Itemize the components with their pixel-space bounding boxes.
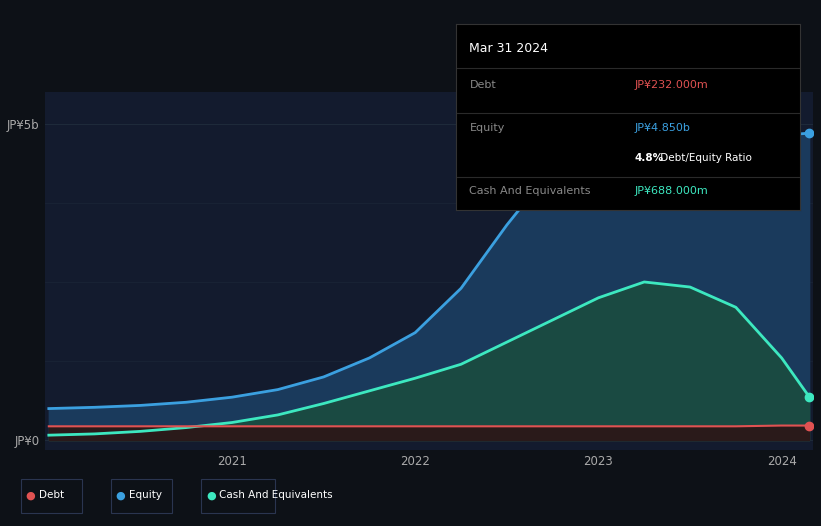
Text: Equity: Equity xyxy=(129,490,162,501)
Text: ●: ● xyxy=(206,490,216,501)
Text: 4.8%: 4.8% xyxy=(635,153,664,163)
Text: Cash And Equivalents: Cash And Equivalents xyxy=(470,186,591,196)
Text: JP¥688.000m: JP¥688.000m xyxy=(635,186,709,196)
Text: JP¥232.000m: JP¥232.000m xyxy=(635,80,709,90)
Text: JP¥4.850b: JP¥4.850b xyxy=(635,123,690,133)
Text: Equity: Equity xyxy=(470,123,505,133)
Text: ●: ● xyxy=(25,490,35,501)
Text: Mar 31 2024: Mar 31 2024 xyxy=(470,43,548,55)
Text: ●: ● xyxy=(116,490,126,501)
Text: Debt/Equity Ratio: Debt/Equity Ratio xyxy=(658,153,752,163)
Text: Debt: Debt xyxy=(39,490,64,501)
Text: Cash And Equivalents: Cash And Equivalents xyxy=(219,490,333,501)
Text: Debt: Debt xyxy=(470,80,496,90)
